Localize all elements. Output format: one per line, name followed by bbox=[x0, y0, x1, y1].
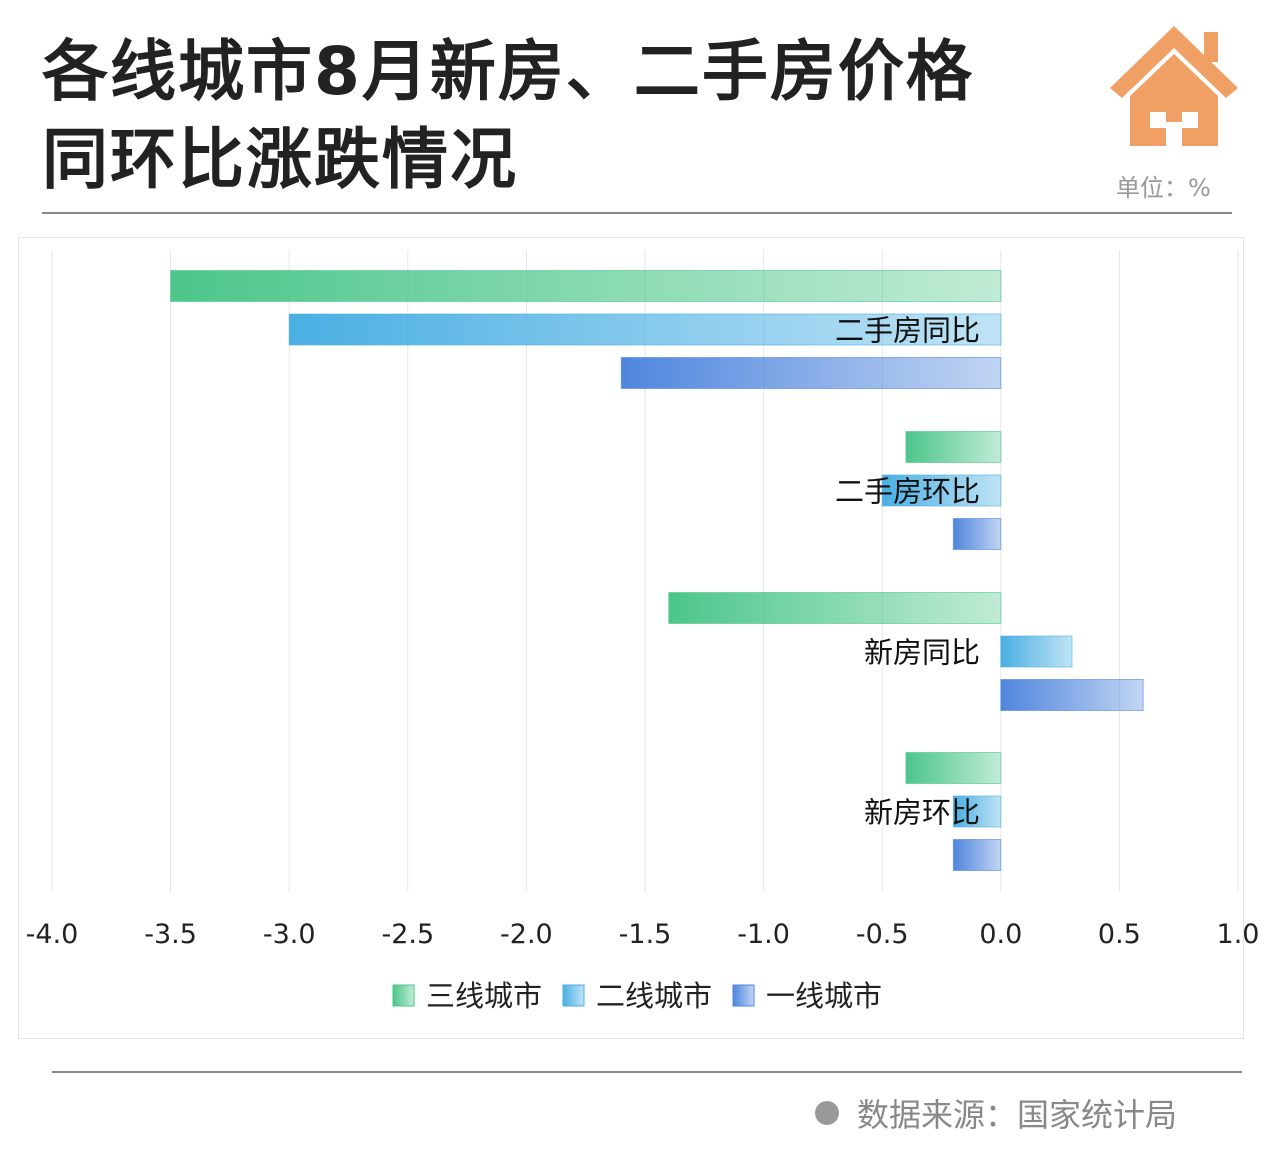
source-text: 数据来源：国家统计局 bbox=[857, 1096, 1178, 1134]
page-title: 各线城市8月新房、二手房价格 同环比涨跌情况 bbox=[42, 28, 974, 204]
category-label: 新房环比 bbox=[864, 796, 980, 830]
bullet-icon bbox=[815, 1101, 839, 1125]
bar-一线城市 bbox=[952, 518, 1002, 550]
x-tick-label: -2.5 bbox=[381, 919, 434, 950]
x-tick-label: 1.0 bbox=[1217, 919, 1260, 950]
bar-二线城市 bbox=[1000, 635, 1073, 668]
x-tick-label: -1.0 bbox=[737, 919, 790, 950]
bar-二线城市 bbox=[881, 474, 1002, 507]
x-tick-label: -3.0 bbox=[263, 919, 316, 950]
bar-二线城市 bbox=[288, 313, 1002, 346]
source-note: 数据来源：国家统计局 bbox=[815, 1090, 1177, 1136]
legend-label: 二线城市 bbox=[596, 979, 712, 1013]
bar-chart: -4.0 -3.5 -3.0 -2.5 -2.0 -1.5 -1.0 -0.5 0.0 0.5 1.… bbox=[26, 250, 1260, 1013]
bar-三线城市 bbox=[170, 270, 1002, 302]
legend-label: 一线城市 bbox=[766, 979, 882, 1013]
x-tick-label: -4.0 bbox=[26, 919, 79, 950]
bar-三线城市 bbox=[905, 752, 1002, 784]
legend-swatch bbox=[392, 984, 415, 1007]
house-icon bbox=[1110, 26, 1238, 146]
bar-三线城市 bbox=[668, 592, 1002, 624]
bar-一线城市 bbox=[952, 839, 1002, 871]
category-label: 二手房环比 bbox=[835, 475, 980, 509]
category-label: 新房同比 bbox=[864, 636, 980, 670]
chart-frame bbox=[18, 237, 1244, 1039]
x-tick-label: 0.5 bbox=[1098, 919, 1141, 950]
x-tick-label: -2.0 bbox=[500, 919, 553, 950]
x-tick-label: -1.5 bbox=[619, 919, 672, 950]
divider bbox=[52, 1071, 1242, 1073]
bar-三线城市 bbox=[905, 431, 1002, 463]
legend-swatch bbox=[562, 984, 585, 1007]
category-label: 二手房同比 bbox=[835, 314, 980, 348]
bar-一线城市 bbox=[1000, 679, 1144, 711]
legend-swatch bbox=[732, 984, 755, 1007]
bar-二线城市 bbox=[952, 795, 1002, 828]
divider bbox=[42, 212, 1232, 214]
x-tick-label: -0.5 bbox=[856, 919, 909, 950]
legend-label: 三线城市 bbox=[426, 979, 542, 1013]
unit-label: 单位：% bbox=[1116, 174, 1211, 202]
x-tick-label: 0.0 bbox=[979, 919, 1022, 950]
x-tick-label: -3.5 bbox=[144, 919, 197, 950]
title-line-1: 各线城市8月新房、二手房价格 bbox=[42, 33, 974, 110]
bar-一线城市 bbox=[620, 357, 1002, 389]
title-line-2: 同环比涨跌情况 bbox=[42, 121, 518, 198]
